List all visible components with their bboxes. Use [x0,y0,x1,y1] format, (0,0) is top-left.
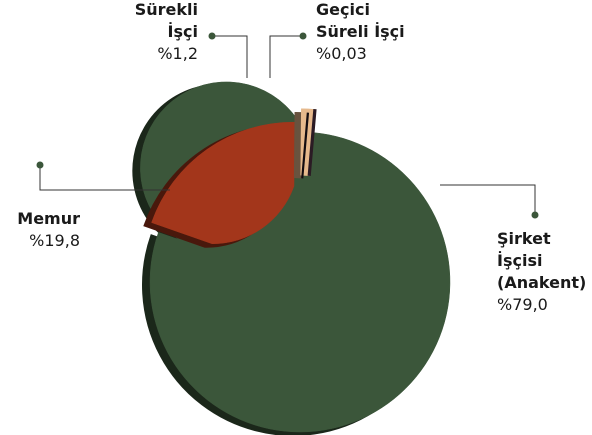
slice-side [301,112,310,179]
value-label: %0,03 [316,44,367,63]
leader-dot [531,211,539,219]
leader-dot [299,32,307,40]
category-label: Sürekli İşçi [135,0,198,41]
category-label: Geçici Süreli İşçi [316,0,405,41]
category-label: Şirket İşçisi (Anakent) [497,229,586,292]
slice [307,109,317,177]
leader-line [269,35,303,78]
leader-line [440,184,536,215]
leader-line [39,165,170,191]
leader-dot [208,32,216,40]
value-label: %79,0 [497,295,548,314]
leader-dot [36,161,44,169]
leader-line [212,35,248,78]
value-label: %1,2 [157,44,198,63]
category-label: Memur [17,209,80,228]
slice [151,121,295,244]
value-label: %19,8 [29,231,80,250]
